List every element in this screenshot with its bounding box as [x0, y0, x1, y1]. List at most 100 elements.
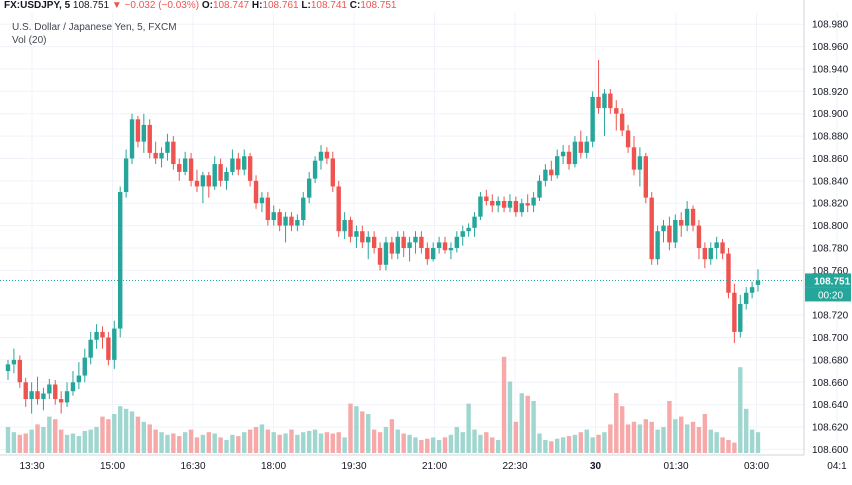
volume-bar — [35, 424, 40, 453]
y-tick-label: 108.640 — [812, 400, 849, 411]
candle-body — [519, 203, 524, 213]
countdown-label: 00:20 — [818, 290, 843, 301]
volume-bar — [11, 432, 17, 453]
candle-body — [47, 384, 52, 394]
volume-bar — [324, 432, 330, 453]
candle-body — [673, 220, 678, 243]
candle-body — [442, 242, 448, 251]
candle-body — [466, 227, 471, 232]
candle-body — [224, 171, 229, 181]
y-tick-label: 108.860 — [812, 154, 849, 165]
candle-body — [247, 156, 253, 181]
volume-bar — [336, 432, 341, 453]
candle-body — [289, 216, 294, 226]
candle-body — [708, 247, 713, 260]
candle-body — [135, 119, 141, 142]
candle-body — [182, 158, 188, 172]
candle-body — [684, 208, 690, 226]
volume-bar — [182, 432, 188, 453]
volume-bar — [17, 434, 23, 453]
candle-body — [165, 141, 170, 153]
last-price: 108.751 — [72, 0, 110, 11]
volume-bar — [53, 419, 58, 453]
volume-bar — [366, 414, 371, 453]
candle-body — [667, 225, 672, 243]
volume-bar — [602, 432, 607, 453]
volume-bar — [230, 434, 235, 453]
volume-indicator-label[interactable]: Vol (20) — [12, 35, 47, 46]
candle-body — [64, 391, 70, 403]
candle-body — [714, 242, 719, 248]
high-label: H: — [251, 0, 263, 11]
x-tick-label: 18:00 — [261, 461, 286, 472]
y-tick-label: 108.660 — [812, 378, 849, 389]
y-tick-label: 108.780 — [812, 243, 849, 254]
countdown-tag — [805, 287, 851, 302]
volume-bar — [123, 408, 129, 453]
volume-bar — [218, 437, 223, 453]
volume-bar — [495, 440, 501, 453]
volume-bar — [619, 406, 625, 453]
volume-bar — [537, 433, 542, 453]
candle-body — [295, 220, 300, 226]
volume-bar — [543, 440, 548, 453]
candle-body — [330, 158, 336, 187]
x-tick-label: 01:30 — [663, 461, 688, 472]
candle-body — [430, 247, 436, 260]
volume-bar — [147, 424, 152, 453]
volume-bar — [507, 381, 513, 453]
volume-bar — [153, 429, 158, 453]
x-tick-label: 16:30 — [180, 461, 205, 472]
volume-bar — [289, 429, 294, 453]
volume-bar — [224, 440, 229, 453]
candle-body — [495, 200, 501, 206]
candle-body — [58, 399, 64, 403]
volume-bar — [466, 403, 471, 453]
volume-bar — [608, 424, 613, 453]
volume-bar — [70, 433, 76, 453]
open-label: O: — [201, 0, 213, 11]
high-value: 108.761 — [262, 0, 299, 11]
volume-bar — [430, 437, 436, 453]
volume-bar — [560, 437, 566, 453]
candle-body — [454, 236, 460, 248]
chart-title: U.S. Dollar / Japanese Yen, 5, FXCM — [12, 22, 177, 33]
volume-bar — [566, 436, 572, 453]
candle-body — [277, 212, 282, 226]
candle-body — [88, 339, 93, 358]
volume-bar — [135, 416, 141, 453]
candle-body — [401, 236, 406, 248]
candle-body — [242, 156, 247, 170]
candle-body — [738, 303, 743, 332]
candle-body — [560, 151, 566, 157]
volume-bar — [206, 432, 211, 453]
candle-body — [448, 247, 454, 251]
volume-bar — [484, 432, 489, 453]
candle-body — [153, 152, 158, 159]
volume-bar — [614, 393, 619, 453]
candle-body — [590, 96, 595, 142]
candle-body — [123, 158, 129, 193]
candle-body — [732, 292, 737, 332]
candle-body — [188, 158, 194, 181]
volume-bar — [708, 429, 713, 453]
volume-bar — [738, 367, 743, 453]
x-tick-label: 04:1 — [827, 461, 847, 472]
candle-body — [395, 236, 400, 254]
candle-body — [360, 231, 365, 243]
candle-body — [265, 197, 271, 221]
volume-bar — [194, 437, 200, 453]
candle-body — [513, 200, 519, 213]
x-tick-label: 03:00 — [744, 461, 769, 472]
volume-bar — [519, 393, 524, 453]
volume-bar — [306, 430, 312, 453]
candle-body — [696, 225, 702, 248]
candle-body — [141, 124, 147, 142]
volume-bar — [47, 416, 52, 453]
candle-body — [301, 197, 306, 221]
volume-bar — [625, 424, 631, 453]
candle-body — [29, 391, 34, 400]
volume-bar — [129, 411, 135, 453]
candle-body — [655, 231, 660, 260]
